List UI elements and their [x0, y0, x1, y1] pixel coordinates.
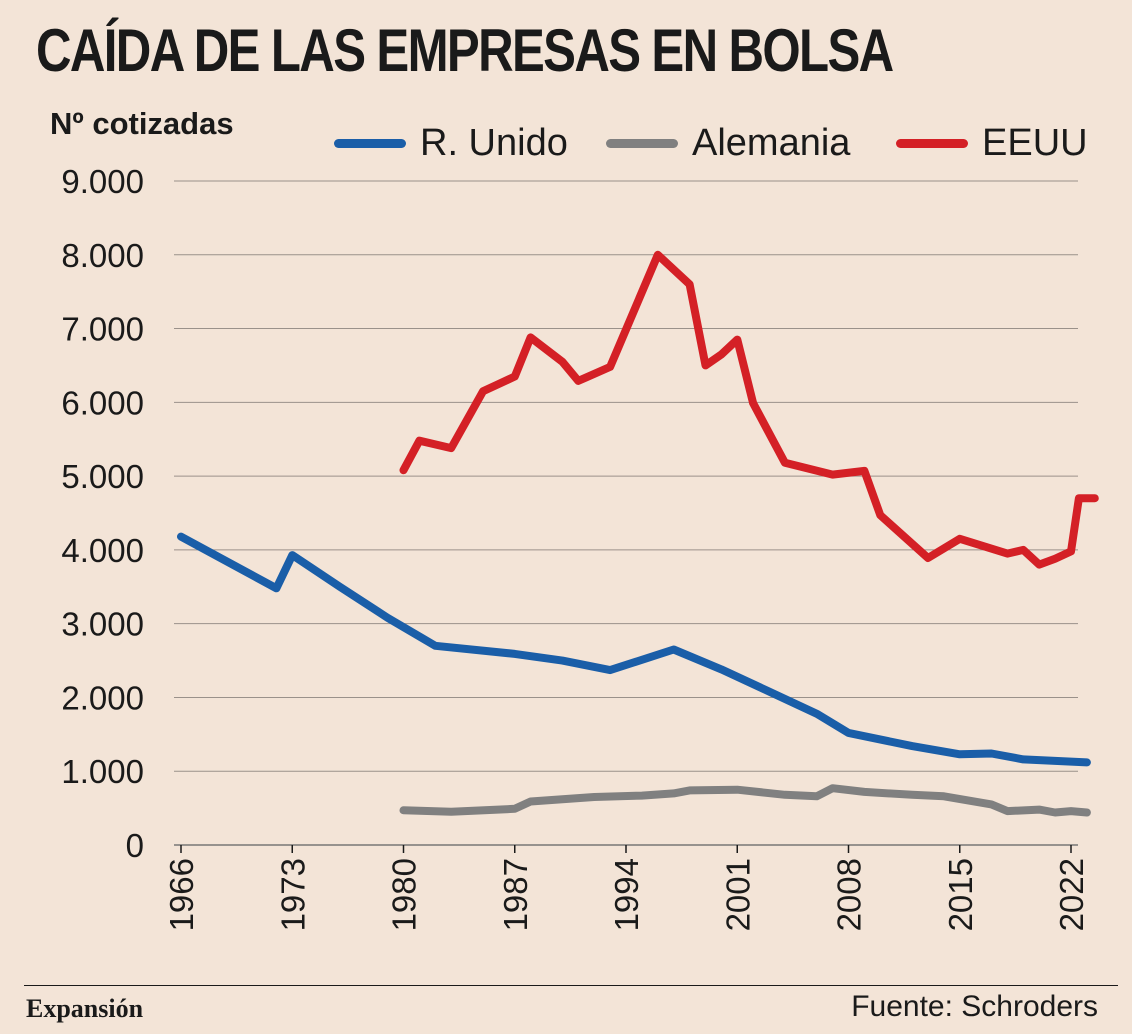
legend-label-alemania: Alemania: [692, 122, 851, 164]
x-tick-label: 1973: [274, 858, 311, 931]
y-tick-label: 6.000: [61, 384, 144, 421]
x-tick-label: 2022: [1053, 858, 1090, 931]
data-series: [177, 250, 1099, 817]
gridlines: [174, 180, 1078, 846]
legend-label-r-unido: R. Unido: [420, 122, 568, 164]
y-tick-label: 3.000: [61, 606, 144, 643]
series-line-alemania: [399, 784, 1091, 817]
series-line-r-unido: [177, 532, 1091, 767]
x-tick-label: 1987: [497, 858, 534, 931]
y-tick-label: 9.000: [61, 163, 144, 200]
x-tick-label: 2008: [831, 858, 868, 931]
source-note: Fuente: Schroders: [851, 990, 1098, 1023]
legend-label-eeuu: EEUU: [982, 122, 1088, 164]
brand-logo: Expansión: [26, 994, 144, 1023]
x-tick-label: 1994: [608, 858, 645, 931]
legend-item-eeuu: EEUU: [896, 122, 1088, 165]
y-axis-ticks: 0 1.000 2.000 3.000 4.000 5.000 6.000 7.000 8.00…: [61, 163, 144, 864]
y-tick-label: 1.000: [61, 753, 144, 790]
y-tick-label: 5.000: [61, 458, 144, 495]
x-tick-label: 2001: [719, 858, 756, 931]
legend-swatch-alemania: [606, 139, 678, 148]
y-tick-label: 0: [126, 827, 144, 864]
legend-item-r-unido: R. Unido: [334, 122, 568, 165]
legend-item-alemania: Alemania: [606, 122, 850, 165]
legend-swatch-r-unido: [334, 139, 406, 148]
y-tick-label: 7.000: [61, 311, 144, 348]
x-axis-ticks: 1966 1973 1980 1987 1994 2001 2008 2015 2022: [163, 845, 1090, 931]
x-tick-label: 2015: [942, 858, 979, 931]
series-line-eeuu: [399, 250, 1099, 569]
x-tick-label: 1980: [386, 858, 423, 931]
y-tick-label: 4.000: [61, 532, 144, 569]
legend-swatch-eeuu: [896, 139, 968, 148]
chart-title: CAÍDA DE LAS EMPRESAS EN BOLSA: [36, 17, 894, 84]
y-tick-label: 2.000: [61, 679, 144, 716]
y-axis-unit-label: Nº cotizadas: [50, 106, 234, 141]
footer-divider: [24, 985, 1118, 986]
y-tick-label: 8.000: [61, 237, 144, 274]
x-tick-label: 1966: [163, 858, 200, 931]
